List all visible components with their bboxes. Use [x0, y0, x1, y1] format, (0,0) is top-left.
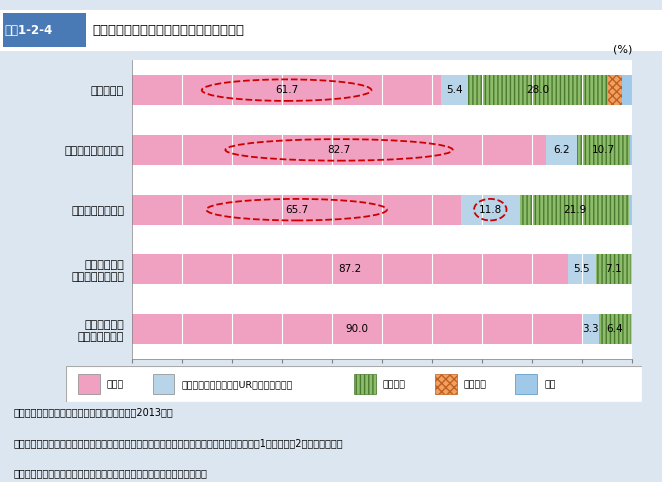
Bar [598, 314, 631, 344]
Text: 持ち家: 持ち家 [107, 380, 124, 389]
Bar [435, 375, 457, 394]
Bar [596, 254, 631, 284]
Bar [461, 195, 520, 225]
Bar [631, 314, 632, 344]
Bar [132, 135, 545, 165]
Text: (%): (%) [613, 44, 632, 54]
Text: 6.2: 6.2 [553, 145, 569, 155]
Text: 7.1: 7.1 [605, 265, 622, 274]
Text: 給与住宅: 給与住宅 [463, 380, 487, 389]
Text: ている世帯の内、家の持ち主や借り主でない世帯）以外の世帯を指す。: ている世帯の内、家の持ち主や借り主でない世帯）以外の世帯を指す。 [13, 469, 207, 479]
Bar [468, 75, 608, 105]
Bar [629, 195, 632, 225]
Bar [132, 195, 461, 225]
Text: 5.5: 5.5 [574, 265, 591, 274]
Bar [520, 195, 629, 225]
Bar [354, 375, 376, 394]
Text: 28.0: 28.0 [526, 85, 549, 95]
Bar [583, 314, 598, 344]
Text: 資料：総務省統計局「住宅・土地統計調査」（2013年）: 資料：総務省統計局「住宅・土地統計調査」（2013年） [13, 407, 173, 417]
Bar [441, 75, 468, 105]
Text: （注）　主世帯とは、住居と生計を共にしている家族や一戸を構えた単身者の内、同居世帯（1つの住宅に2世帯以上居住し: （注） 主世帯とは、住居と生計を共にしている家族や一戸を構えた単身者の内、同居世… [13, 439, 343, 449]
Text: 82.7: 82.7 [328, 145, 351, 155]
Text: 61.7: 61.7 [275, 85, 298, 95]
Bar [577, 135, 630, 165]
Text: 90.0: 90.0 [346, 324, 369, 334]
Text: 87.2: 87.2 [339, 265, 362, 274]
Text: 5.4: 5.4 [446, 85, 463, 95]
Bar [630, 135, 632, 165]
Bar [152, 375, 175, 394]
Text: 65.7: 65.7 [285, 205, 308, 214]
Text: 世帯構造別に見た住宅の所有の関係別割合: 世帯構造別に見た住宅の所有の関係別割合 [93, 24, 245, 37]
Bar [545, 135, 577, 165]
Bar [132, 314, 583, 344]
Text: 6.4: 6.4 [606, 324, 623, 334]
Bar [631, 254, 632, 284]
Bar [3, 13, 86, 47]
Bar [622, 75, 632, 105]
Text: 11.8: 11.8 [479, 205, 502, 214]
Text: 不詳: 不詳 [544, 380, 555, 389]
Bar [132, 75, 441, 105]
Bar [568, 254, 596, 284]
Text: 民営借家: 民営借家 [383, 380, 406, 389]
Text: 10.7: 10.7 [592, 145, 615, 155]
Text: 3.3: 3.3 [582, 324, 599, 334]
Bar [608, 75, 622, 105]
Bar [132, 254, 568, 284]
Bar [516, 375, 538, 394]
Text: 図表1-2-4: 図表1-2-4 [5, 24, 53, 37]
Text: 公営・都市再生機構（UR）・公社の借家: 公営・都市再生機構（UR）・公社の借家 [181, 380, 293, 389]
Bar [77, 375, 99, 394]
Text: 21.9: 21.9 [563, 205, 586, 214]
